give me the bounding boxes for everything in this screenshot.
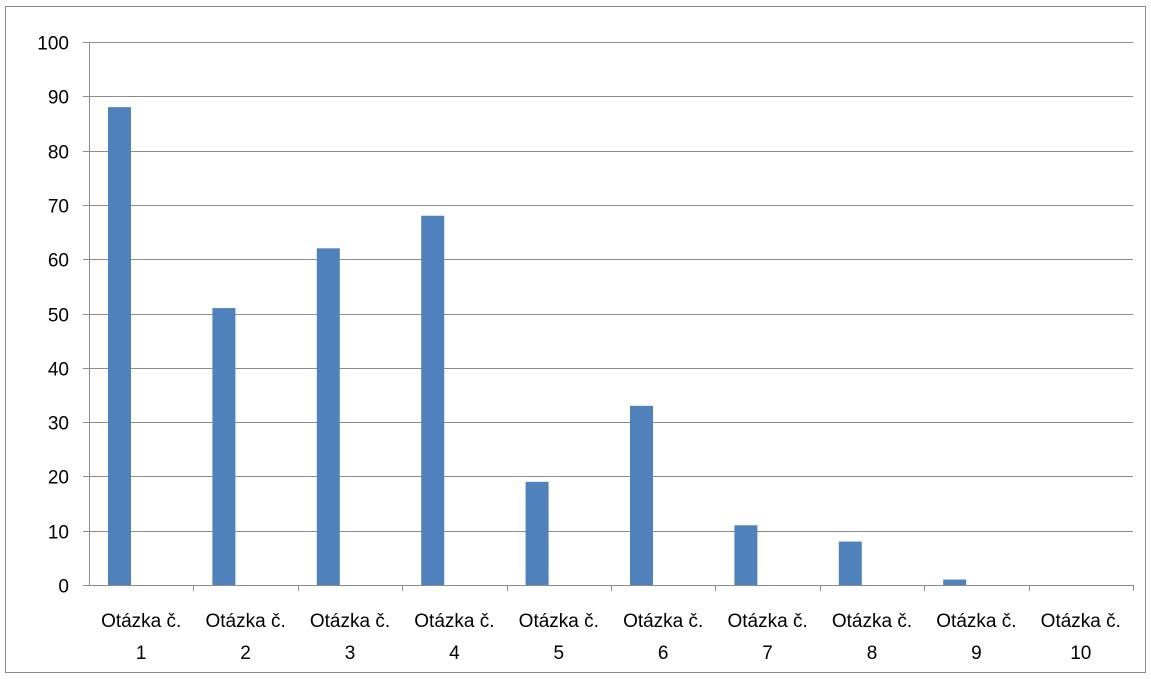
y-tick-label-0: 0 bbox=[58, 577, 69, 598]
bar-6 bbox=[630, 405, 653, 585]
x-tick-label-7-line-1: Otázka č. bbox=[727, 611, 807, 632]
y-tick-label-30: 30 bbox=[48, 414, 69, 435]
x-tick-label-7-line-2: 7 bbox=[762, 643, 773, 664]
y-tick-label-20: 20 bbox=[48, 468, 69, 489]
x-tick-label-10-line-1: Otázka č. bbox=[1041, 611, 1121, 632]
x-tick-label-3-line-1: Otázka č. bbox=[310, 611, 390, 632]
x-tick-label-9-line-2: 9 bbox=[971, 643, 982, 664]
x-tick-labels: Otázka č. 1 Otázka č. 2 Otázka č. 3 Otázka č. 4… bbox=[101, 611, 1121, 664]
x-tick-label-8-line-2: 8 bbox=[867, 643, 878, 664]
chart-frame bbox=[5, 6, 1146, 673]
gridlines bbox=[83, 42, 1133, 532]
y-tick-label-50: 50 bbox=[48, 306, 69, 327]
y-tick-label-70: 70 bbox=[48, 197, 69, 218]
x-tick-label-9-line-1: Otázka č. bbox=[936, 611, 1016, 632]
x-tick-label-6-line-2: 6 bbox=[658, 643, 669, 664]
bar-3 bbox=[316, 248, 340, 585]
x-tick-label-2-line-2: 2 bbox=[240, 643, 251, 664]
x-tick-label-5-line-2: 5 bbox=[554, 643, 565, 664]
x-tick-label-10-line-2: 10 bbox=[1070, 643, 1091, 664]
x-tick-label-8-line-1: Otázka č. bbox=[832, 611, 912, 632]
x-tick-label-4-line-1: Otázka č. bbox=[414, 611, 494, 632]
x-tick-label-5-line-1: Otázka č. bbox=[519, 611, 599, 632]
y-tick-label-80: 80 bbox=[48, 143, 69, 164]
y-tick-label-90: 90 bbox=[48, 88, 69, 109]
bar-4 bbox=[421, 215, 445, 585]
y-tick-labels: 0 10 20 30 40 50 60 70 80 90 100 bbox=[37, 34, 69, 598]
bar-5 bbox=[525, 481, 549, 585]
x-tick-label-4-line-2: 4 bbox=[449, 643, 460, 664]
x-tick-label-1-line-2: 1 bbox=[136, 643, 147, 664]
bar-2 bbox=[212, 308, 236, 585]
x-tick-label-1-line-1: Otázka č. bbox=[101, 611, 181, 632]
x-tick-label-2-line-1: Otázka č. bbox=[205, 611, 285, 632]
x-tick-label-3-line-2: 3 bbox=[345, 643, 356, 664]
y-tick-label-10: 10 bbox=[48, 523, 69, 544]
y-tick-label-100: 100 bbox=[37, 34, 69, 55]
bar-1 bbox=[108, 107, 131, 585]
axes bbox=[83, 42, 1134, 591]
x-tick-label-6-line-1: Otázka č. bbox=[623, 611, 703, 632]
y-tick-label-60: 60 bbox=[48, 251, 69, 272]
bar-9 bbox=[943, 579, 967, 585]
bar-7 bbox=[734, 525, 758, 585]
bars bbox=[108, 107, 967, 585]
bar-8 bbox=[838, 541, 862, 585]
y-tick-label-40: 40 bbox=[48, 360, 69, 381]
